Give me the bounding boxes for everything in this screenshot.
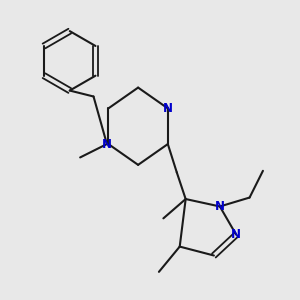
Text: N: N	[215, 200, 225, 213]
Text: N: N	[231, 228, 241, 241]
Text: N: N	[102, 138, 112, 151]
Text: N: N	[163, 102, 173, 115]
